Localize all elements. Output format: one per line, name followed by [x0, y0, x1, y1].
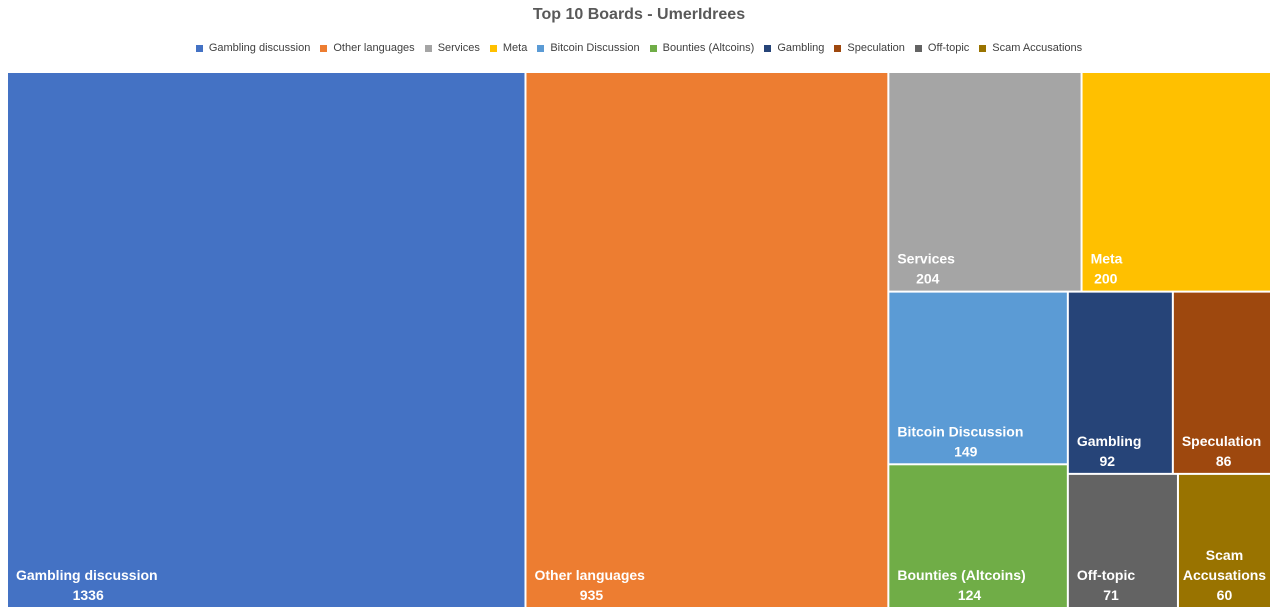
tile-value-label: 935: [580, 587, 604, 603]
treemap-rect: [526, 73, 888, 607]
tile-category-label: Scam: [1206, 547, 1243, 563]
tile-value-label: 71: [1103, 587, 1119, 603]
treemap-tile: Scam Accusations 60: [1178, 474, 1270, 607]
legend-swatch: [424, 44, 432, 52]
legend-swatch: [979, 44, 987, 52]
legend-label: Off-topic: [927, 42, 970, 54]
tile-value-label: 204: [916, 271, 940, 287]
tile-value-label: 92: [1099, 453, 1115, 469]
treemap-tile: Bounties (Altcoins) 124: [889, 465, 1067, 607]
legend-label: Gambling discussion: [208, 42, 311, 54]
tile-category-label: Meta: [1091, 251, 1123, 267]
treemap-tile: Services 204: [889, 73, 1081, 291]
tile-category-label: Off-topic: [1077, 567, 1136, 583]
tile-category-label: Accusations: [1183, 567, 1266, 583]
tile-value-label: 149: [954, 443, 978, 459]
treemap-rect: [889, 73, 1081, 291]
tile-category-label: Other languages: [534, 567, 645, 583]
treemap-rect: [8, 73, 525, 607]
tile-category-label: Gambling discussion: [16, 567, 158, 583]
legend-item: Off-topic: [914, 42, 970, 54]
treemap-tile: Gambling discussion 1336: [8, 73, 525, 607]
tile-value-label: 124: [958, 587, 982, 603]
legend: Gambling discussion Other languages Servic…: [0, 42, 1278, 54]
treemap-tile: Meta 200: [1082, 73, 1270, 291]
legend-label: Meta: [502, 42, 528, 54]
legend-label: Services: [437, 42, 480, 54]
tile-category-label: Gambling: [1077, 433, 1142, 449]
treemap-rect: [889, 465, 1067, 607]
legend-item: Bitcoin Discussion: [537, 42, 640, 54]
legend-item: Meta: [489, 42, 528, 54]
legend-swatch: [764, 44, 772, 52]
legend-swatch: [914, 44, 922, 52]
legend-label: Gambling: [777, 42, 825, 54]
legend-swatch: [834, 44, 842, 52]
legend-label: Bitcoin Discussion: [550, 42, 640, 54]
tile-category-label: Bitcoin Discussion: [897, 423, 1023, 439]
legend-item: Scam Accusations: [979, 42, 1082, 54]
legend-label: Bounties (Altcoins): [662, 42, 755, 54]
legend-swatch: [489, 44, 497, 52]
tile-category-label: Services: [897, 251, 955, 267]
treemap-tile: Other languages 935: [526, 73, 888, 607]
tile-value-label: 1336: [73, 587, 104, 603]
treemap-tile: Bitcoin Discussion 149: [889, 292, 1067, 464]
legend-swatch: [649, 44, 657, 52]
legend-item: Bounties (Altcoins): [649, 42, 755, 54]
legend-item: Gambling discussion: [195, 42, 311, 54]
treemap-rect: [889, 292, 1067, 464]
legend-item: Services: [424, 42, 480, 54]
treemap-tile: Off-topic 71: [1068, 474, 1177, 607]
legend-label: Other languages: [333, 42, 415, 54]
tile-category-label: Speculation: [1182, 433, 1261, 449]
legend-label: Scam Accusations: [992, 42, 1083, 54]
treemap-rect: [1173, 292, 1270, 473]
treemap-rect: [1082, 73, 1270, 291]
legend-item: Other languages: [320, 42, 415, 54]
tile-category-label: Bounties (Altcoins): [897, 567, 1025, 583]
legend-item: Speculation: [834, 42, 905, 54]
tile-value-label: 200: [1094, 271, 1118, 287]
treemap-rect: [1178, 474, 1270, 607]
treemap-tile: Speculation 86: [1173, 292, 1270, 473]
chart-title: Top 10 Boards - UmerIdrees: [532, 6, 746, 23]
legend-swatch: [320, 44, 328, 52]
treemap-rect: [1068, 292, 1172, 473]
tile-value-label: 60: [1217, 587, 1233, 603]
tile-value-label: 86: [1216, 453, 1232, 469]
legend-swatch: [195, 44, 203, 52]
treemap-rect: [1068, 474, 1177, 607]
legend-label: Speculation: [847, 42, 905, 54]
treemap-tile: Gambling 92: [1068, 292, 1172, 473]
legend-item: Gambling: [764, 42, 824, 54]
legend-swatch: [537, 44, 545, 52]
